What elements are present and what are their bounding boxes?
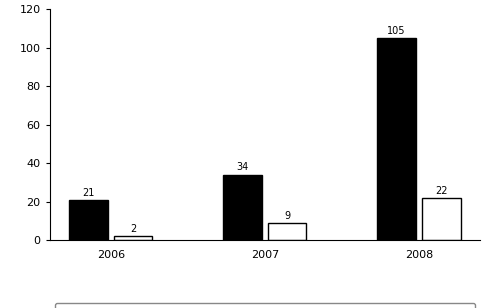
Bar — [114, 237, 152, 240]
Bar — [268, 223, 306, 240]
Legend: Contractual partners based abroad, On-site use by researchers from abroad: Contractual partners based abroad, On-si… — [55, 303, 475, 308]
Text: 105: 105 — [388, 26, 406, 36]
Text: 2: 2 — [130, 224, 136, 234]
Text: 21: 21 — [82, 188, 95, 197]
Bar — [69, 200, 107, 240]
Bar — [223, 175, 262, 240]
Text: 22: 22 — [435, 186, 447, 196]
Bar — [377, 38, 416, 240]
Bar — [422, 198, 460, 240]
Text: 9: 9 — [284, 211, 290, 221]
Text: 34: 34 — [236, 163, 248, 172]
